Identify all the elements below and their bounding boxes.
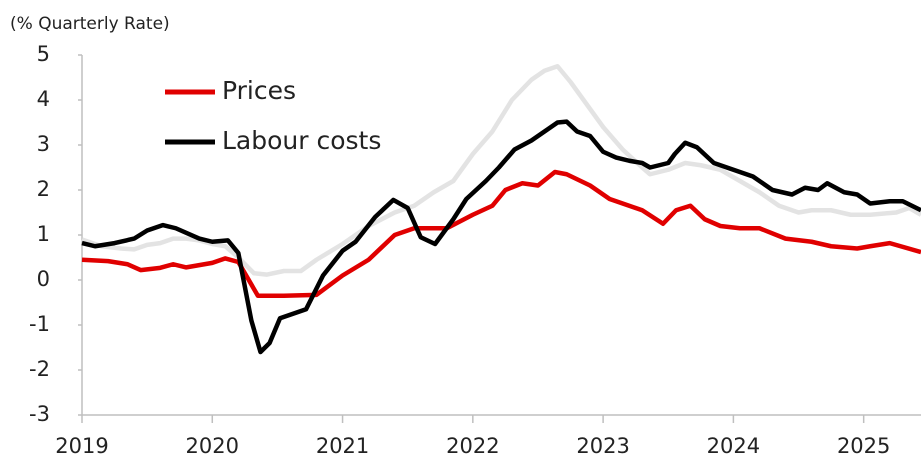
- y-tick-label: 1: [37, 222, 50, 246]
- data-line: [81, 169, 921, 298]
- data-line: [81, 64, 921, 277]
- x-tick-label: 2021: [316, 434, 369, 458]
- legend-label: Labour costs: [222, 126, 381, 155]
- y-tick-label: 0: [37, 267, 50, 291]
- y-tick-label: 2: [37, 177, 50, 201]
- y-tick-label: 5: [37, 42, 50, 66]
- y-tick-label: -1: [29, 312, 50, 336]
- data-line: [81, 119, 921, 355]
- y-tick-label: 3: [37, 132, 50, 156]
- x-tick-label: 2023: [576, 434, 629, 458]
- chart-subtitle: (% Quarterly Rate): [10, 14, 170, 34]
- y-tick-label: -3: [29, 402, 50, 426]
- x-tick-label: 2020: [186, 434, 239, 458]
- x-tick-label: 2019: [55, 434, 108, 458]
- x-tick-label: 2024: [707, 434, 760, 458]
- x-tick-label: 2022: [446, 434, 499, 458]
- y-tick-label: 4: [37, 87, 50, 111]
- y-tick-label: -2: [29, 357, 50, 381]
- legend-label: Prices: [222, 76, 296, 105]
- x-tick-label: 2025: [837, 434, 890, 458]
